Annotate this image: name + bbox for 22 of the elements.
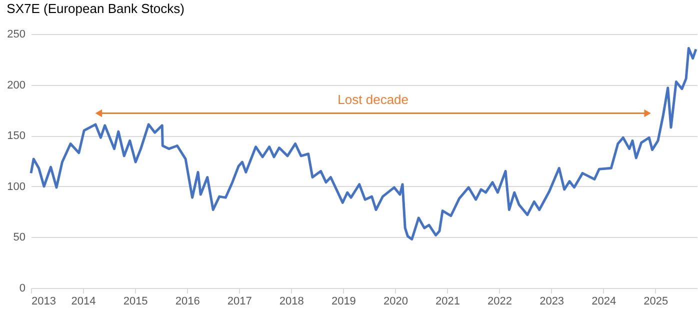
x-tick-label: 2017 (227, 296, 252, 308)
x-tick-label: 2022 (488, 296, 512, 308)
x-tick-label: 2016 (175, 296, 200, 308)
chart-title: SX7E (European Bank Stocks) (6, 1, 184, 16)
y-tick-label: 100 (7, 180, 26, 193)
y-tick-label: 200 (7, 79, 26, 92)
x-tick-label: 2013 (32, 296, 56, 308)
x-tick-label: 2025 (644, 296, 668, 308)
line-series (30, 46, 698, 240)
x-tick-label: 2023 (540, 296, 564, 308)
x-tick-label: 2018 (279, 296, 304, 308)
x-tick-label: 2015 (123, 296, 148, 308)
x-tick-label: 2019 (331, 296, 356, 308)
series-label: Lost decade (338, 92, 409, 108)
x-tick-label: 2024 (592, 296, 616, 308)
y-tick-label: 150 (7, 130, 26, 142)
y-tick-label: 0 (19, 282, 26, 294)
y-tick-label: 50 (13, 232, 26, 244)
x-tick-label: 2020 (383, 296, 408, 308)
x-tick-label: 2014 (71, 296, 96, 308)
x-tick-label: 2021 (436, 296, 460, 308)
y-tick-label: 250 (7, 28, 26, 40)
